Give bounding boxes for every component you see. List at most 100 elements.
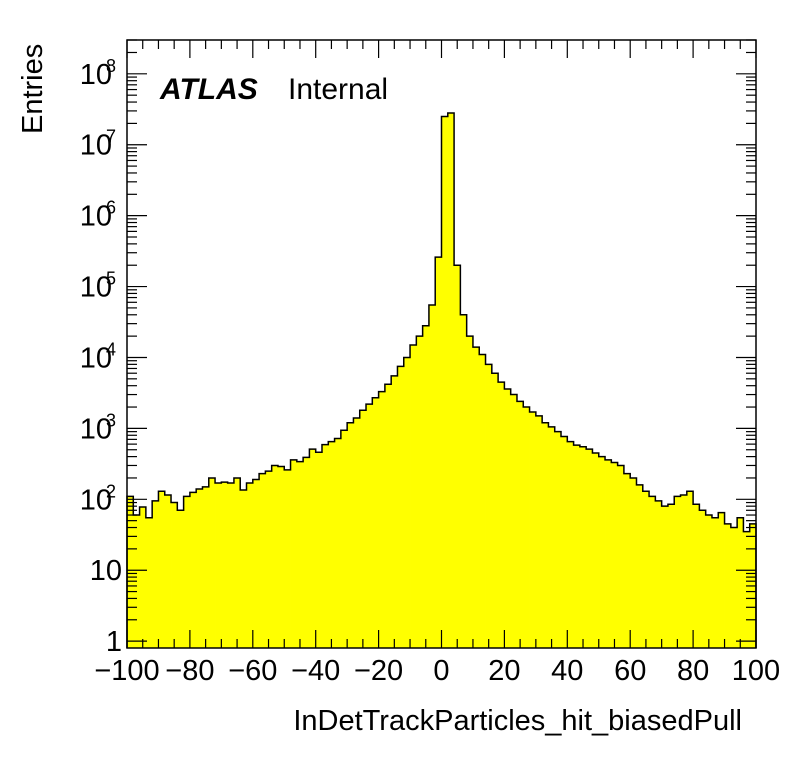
histogram-bin	[164, 495, 172, 648]
y-tick-exponent: 6	[106, 198, 116, 218]
histogram-bin	[718, 512, 725, 648]
histogram-bin	[284, 469, 291, 648]
y-tick-label: 10	[80, 130, 112, 162]
histogram-bin	[208, 477, 216, 648]
x-tick-label: 20	[488, 655, 520, 687]
histogram-bin	[573, 445, 581, 648]
histogram-bin	[447, 113, 455, 648]
histogram-bin	[529, 412, 537, 648]
histogram-bin	[384, 384, 392, 648]
x-tick-label: 40	[551, 655, 583, 687]
histogram-bin	[661, 506, 669, 648]
histogram-bin	[479, 354, 486, 648]
histogram-bin	[548, 426, 556, 648]
x-axis-title: InDetTrackParticles_hit_biasedPull	[293, 705, 742, 737]
histogram-bars	[127, 113, 757, 649]
x-tick-label: −80	[165, 655, 214, 687]
histogram-bin	[410, 344, 417, 648]
y-tick-exponent: 2	[106, 481, 116, 501]
histogram-bin	[516, 401, 524, 648]
histogram-bin	[623, 473, 631, 648]
histogram-bin	[561, 436, 568, 648]
histogram-bin	[303, 457, 310, 648]
histogram-bin	[391, 375, 398, 648]
histogram-bin	[535, 415, 543, 648]
histogram-bin	[435, 257, 442, 648]
atlas-label: ATLAS	[159, 73, 258, 106]
x-tick-label: 100	[732, 655, 780, 687]
histogram-bin	[127, 496, 134, 648]
histogram-bin	[491, 373, 499, 648]
histogram-bin	[724, 523, 732, 648]
histogram-bin	[705, 515, 713, 648]
y-tick-exponent: 3	[106, 410, 116, 430]
histogram-bin	[674, 496, 681, 648]
histogram-bin	[686, 491, 694, 648]
histogram-bin	[699, 510, 707, 648]
histogram-bin	[372, 397, 379, 648]
histogram-bin	[642, 491, 650, 648]
histogram-bin	[693, 504, 700, 648]
histogram-bin	[227, 482, 235, 648]
histogram-bin	[605, 459, 612, 648]
histogram-bin	[466, 336, 474, 648]
histogram-bin	[145, 517, 153, 648]
histogram-bin	[397, 366, 405, 648]
x-tick-label: −40	[291, 655, 340, 687]
y-tick-exponent: 8	[106, 56, 116, 76]
histogram-bin	[711, 517, 719, 648]
histogram-bin	[567, 441, 574, 648]
histogram-bin	[246, 482, 254, 648]
histogram-bin	[498, 382, 505, 648]
x-tick-label: 0	[433, 655, 449, 687]
histogram-bin	[296, 461, 304, 648]
histogram-bin	[271, 465, 279, 648]
histogram-bin	[378, 391, 386, 648]
histogram-bin	[523, 407, 530, 648]
histogram-bin	[730, 527, 738, 648]
y-tick-exponent: 7	[106, 127, 116, 147]
histogram-bin	[472, 347, 480, 648]
y-tick-label: 10	[80, 59, 112, 91]
histogram-bin	[171, 502, 178, 648]
histogram-bin	[428, 304, 436, 648]
histogram-bin	[334, 438, 342, 648]
histogram-bin	[611, 462, 619, 648]
histogram-bin	[554, 431, 562, 648]
x-tick-label: −60	[228, 655, 277, 687]
histogram-bin	[265, 471, 273, 648]
y-tick-label: 10	[80, 272, 112, 304]
histogram-bin	[189, 492, 197, 648]
histogram-bin	[233, 477, 241, 648]
histogram-bin	[277, 466, 285, 648]
histogram-bin	[366, 404, 373, 648]
histogram-bin	[315, 452, 323, 648]
histogram-bin	[139, 506, 147, 648]
histogram-bin	[215, 482, 222, 648]
y-axis-title: Entries	[17, 44, 49, 134]
y-tick-exponent: 5	[106, 269, 116, 289]
histogram-bin	[630, 477, 637, 648]
y-tick-label: 10	[80, 342, 112, 374]
internal-label: Internal	[288, 73, 388, 106]
histogram-bin	[422, 325, 430, 648]
y-tick-label: 10	[80, 484, 112, 516]
histogram-bin	[403, 357, 411, 648]
histogram-bin	[667, 504, 675, 648]
x-tick-label: −100	[94, 655, 159, 687]
histogram-bin	[252, 479, 260, 648]
histogram-bin	[586, 449, 593, 648]
y-tick-label: 10	[80, 413, 112, 445]
histogram-bin	[353, 418, 361, 648]
x-tick-label: −20	[354, 655, 403, 687]
histogram-bin	[649, 496, 656, 648]
histogram-bin	[196, 488, 203, 648]
histogram-bin	[177, 510, 185, 648]
histogram-bin	[259, 473, 266, 648]
histogram-outline	[126, 112, 757, 648]
histogram-bin	[359, 410, 367, 648]
histogram-bin	[221, 482, 229, 648]
histogram-bin	[290, 459, 298, 648]
